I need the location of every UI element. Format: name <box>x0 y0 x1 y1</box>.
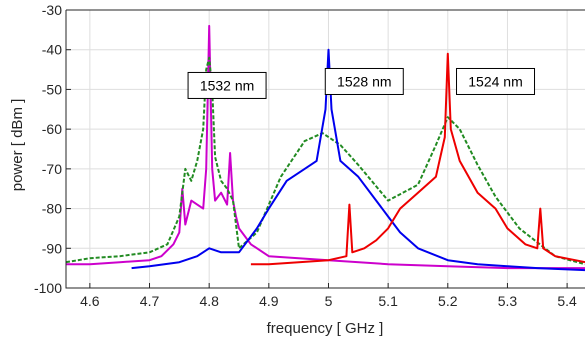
axes: 4.6 4.7 4.8 4.9 5 5.1 5.2 5.3 5.4 -100 -90 -80 -70 -6… <box>34 2 585 309</box>
y-tick-label: -80 <box>42 201 62 217</box>
y-axis-title: power [ dBm ] <box>9 99 26 192</box>
x-tick-label: 4.7 <box>140 293 160 309</box>
x-tick-label: 4.8 <box>199 293 219 309</box>
annotation-label: 1532 nm <box>200 77 254 93</box>
series-line-4 <box>250 52 585 266</box>
annotation-label: 1528 nm <box>337 73 391 89</box>
y-tick-label: -60 <box>42 121 62 137</box>
plot-background <box>66 10 585 288</box>
x-tick-label: 5.1 <box>378 293 398 309</box>
y-tick-label: -40 <box>42 42 62 58</box>
x-axis-title: frequency [ GHz ] <box>267 320 384 337</box>
series-line-2 <box>66 56 585 266</box>
annotation-box <box>324 67 404 95</box>
x-tick-label: 5.4 <box>557 293 577 309</box>
y-tick-label: -30 <box>42 2 62 18</box>
y-tick-label: -50 <box>42 81 62 97</box>
y-tick-label: -70 <box>42 161 62 177</box>
y-tick-label: -90 <box>42 240 62 256</box>
x-tick-label: 5.2 <box>438 293 458 309</box>
x-tick-label: 5.3 <box>498 293 518 309</box>
annotation-box <box>456 67 536 95</box>
annotation-label: 1524 nm <box>468 73 522 89</box>
grid <box>66 9 585 289</box>
annotations: 1532 nm 1528 nm 1524 nm <box>187 67 536 99</box>
annotation-box <box>187 71 267 99</box>
series-line-1 <box>66 24 585 270</box>
y-tick-label: -100 <box>34 280 62 296</box>
x-tick-label: 4.6 <box>80 293 100 309</box>
series-layer <box>66 24 585 272</box>
x-tick-label: 5 <box>325 293 333 309</box>
x-tick-label: 4.9 <box>259 293 279 309</box>
